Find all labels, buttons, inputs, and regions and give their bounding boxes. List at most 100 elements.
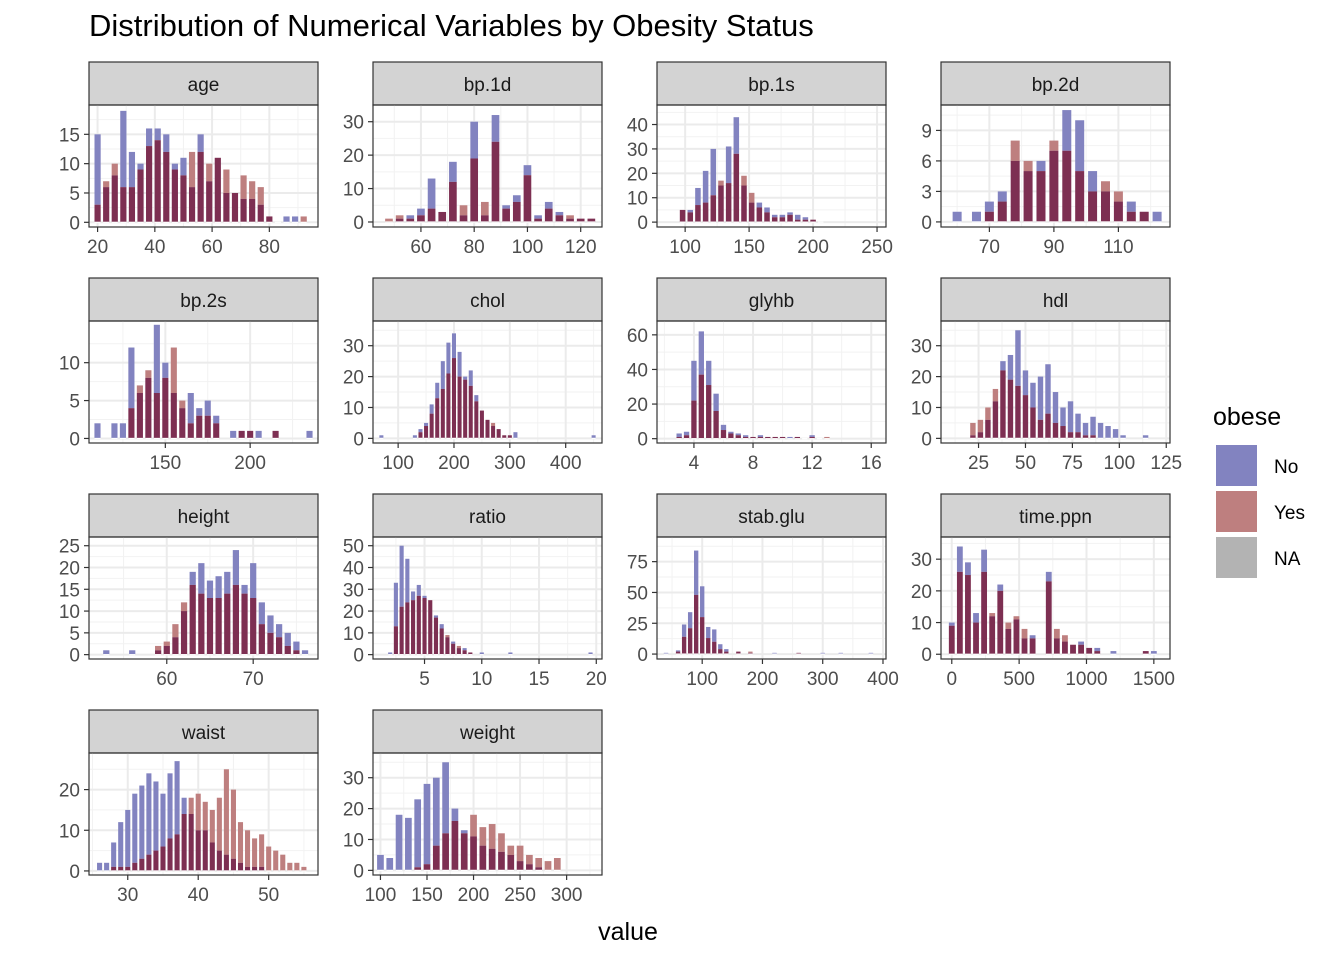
- bar-overlap: [439, 628, 444, 655]
- bar-no: [1088, 171, 1098, 192]
- bar-overlap: [1023, 171, 1033, 222]
- bar-overlap: [423, 864, 431, 871]
- x-tick-label: 300: [807, 669, 839, 690]
- y-tick-label: 20: [59, 559, 80, 580]
- bar-overlap: [128, 408, 135, 439]
- bar-yes: [273, 850, 279, 871]
- bar-overlap: [764, 212, 770, 223]
- bar-yes: [989, 613, 996, 617]
- y-tick-label: 0: [637, 213, 648, 234]
- bar-overlap: [706, 638, 711, 655]
- x-tick-label: 150: [733, 237, 765, 258]
- bar-no: [702, 170, 709, 203]
- bar-no: [1037, 376, 1044, 420]
- x-tick-label: 100: [382, 453, 414, 474]
- bar-overlap: [94, 204, 101, 223]
- x-tick-label: 100: [669, 237, 701, 258]
- bar-overlap: [440, 388, 445, 439]
- x-tick-label: 4: [689, 453, 700, 474]
- bar-yes: [103, 181, 110, 188]
- x-tick-label: 1000: [1065, 669, 1107, 690]
- bar-no: [429, 404, 434, 414]
- y-tick-label: 25: [59, 537, 80, 558]
- x-tick-label: 100: [365, 885, 397, 906]
- y-tick-label: 10: [59, 155, 80, 176]
- bar-overlap: [1060, 426, 1066, 439]
- x-tick-label: 200: [234, 453, 266, 474]
- bar-overlap: [1022, 395, 1029, 439]
- bar-no: [146, 128, 153, 147]
- bar-no: [198, 563, 205, 594]
- bar-yes: [136, 385, 143, 393]
- bars: [385, 115, 596, 223]
- bar-yes: [526, 854, 533, 865]
- bar-no: [1152, 211, 1162, 222]
- bar-overlap: [223, 192, 230, 223]
- facet-label: time.ppn: [1019, 507, 1092, 528]
- bar-yes: [824, 436, 830, 439]
- bar-no: [695, 187, 701, 206]
- bar-no: [1126, 201, 1136, 212]
- x-tick-label: 200: [797, 237, 829, 258]
- bar-overlap: [456, 648, 461, 655]
- bar-overlap: [446, 373, 451, 439]
- bar-overlap: [765, 436, 771, 439]
- bar-no: [163, 134, 170, 152]
- bar-overlap: [470, 836, 477, 871]
- bar-overlap: [502, 435, 507, 439]
- bar-overlap: [1021, 638, 1028, 655]
- bar-overlap: [1037, 419, 1044, 439]
- bar-yes: [1062, 635, 1068, 642]
- bar-yes: [1100, 181, 1110, 192]
- bar-overlap: [1045, 413, 1051, 439]
- bars: [103, 550, 309, 656]
- x-tick-label: 20: [586, 669, 607, 690]
- bar-yes: [216, 797, 222, 851]
- bar-overlap: [736, 651, 741, 655]
- y-tick-label: 25: [627, 614, 648, 635]
- bar-no: [1090, 416, 1096, 436]
- y-tick-label: 50: [627, 583, 648, 604]
- bars: [94, 110, 307, 223]
- bar-no: [94, 134, 101, 205]
- bar-overlap: [1010, 160, 1020, 222]
- bar-overlap: [1070, 644, 1076, 655]
- facet-strip: [656, 277, 887, 322]
- bar-overlap: [188, 187, 196, 223]
- bar-no: [676, 433, 682, 437]
- bar-yes: [237, 822, 244, 863]
- bar-yes: [1053, 628, 1060, 639]
- bar-yes: [1023, 160, 1033, 172]
- bar-no: [215, 576, 222, 598]
- bar-no: [94, 423, 101, 439]
- bar-no: [1112, 429, 1119, 439]
- panel-border: [940, 536, 1171, 660]
- bar-no: [433, 615, 439, 618]
- bars: [94, 324, 313, 440]
- bar-no: [1078, 641, 1085, 645]
- bar-no: [204, 400, 211, 416]
- panel-border: [88, 752, 319, 876]
- bar-overlap: [741, 185, 747, 223]
- bar-overlap: [111, 866, 117, 871]
- bar-overlap: [153, 850, 159, 871]
- bar-yes: [301, 866, 307, 871]
- facet-strip: [88, 493, 319, 538]
- bar-overlap: [470, 158, 479, 222]
- bar-no: [153, 781, 159, 851]
- y-tick-label: 40: [627, 360, 648, 381]
- y-tick-label: 20: [343, 368, 364, 389]
- bar-no: [1036, 160, 1046, 172]
- bar-overlap: [293, 650, 300, 655]
- x-tick-label: 110: [1103, 237, 1133, 258]
- bar-overlap: [681, 636, 687, 655]
- bar-no: [132, 793, 138, 863]
- bar-no: [1029, 635, 1036, 639]
- bar-no: [1094, 647, 1101, 652]
- bar-no: [794, 214, 801, 220]
- y-tick-label: 20: [627, 164, 648, 185]
- bar-no: [523, 165, 532, 176]
- grid: [657, 105, 886, 227]
- bar-no: [417, 208, 425, 216]
- bar-overlap: [1100, 191, 1110, 222]
